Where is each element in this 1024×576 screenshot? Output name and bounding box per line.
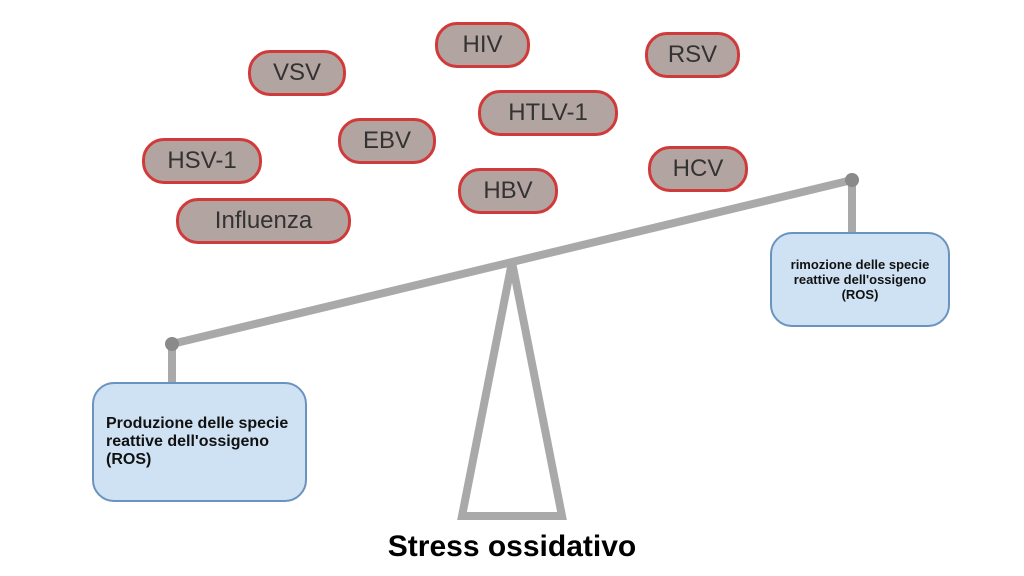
virus-hcv-label: HCV xyxy=(673,155,724,183)
virus-hiv-label: HIV xyxy=(462,31,502,59)
diagram-stage: HIV RSV VSV HTLV-1 EBV HSV-1 HCV HBV Influenza P… xyxy=(0,0,1024,576)
diagram-title: Stress ossidativo xyxy=(0,530,1024,564)
virus-vsv-label: VSV xyxy=(273,59,321,87)
virus-hsv1: HSV-1 xyxy=(142,138,262,184)
virus-hbv: HBV xyxy=(458,168,558,214)
right-balance-label-text: rimozione delle specie reattive dell'oss… xyxy=(784,257,936,302)
virus-hcv: HCV xyxy=(648,146,748,192)
right-balance-label: rimozione delle specie reattive dell'oss… xyxy=(770,232,950,327)
virus-rsv-label: RSV xyxy=(668,41,717,69)
virus-ebv-label: EBV xyxy=(363,127,411,155)
virus-ebv: EBV xyxy=(338,118,436,164)
virus-vsv: VSV xyxy=(248,50,346,96)
virus-influenza: Influenza xyxy=(176,198,351,244)
virus-hiv: HIV xyxy=(435,22,530,68)
virus-htlv1-label: HTLV-1 xyxy=(508,99,588,127)
left-balance-label-text: Produzione delle specie reattive dell'os… xyxy=(106,415,293,469)
virus-rsv: RSV xyxy=(645,32,740,78)
virus-htlv1: HTLV-1 xyxy=(478,90,618,136)
virus-influenza-label: Influenza xyxy=(215,207,312,235)
virus-hbv-label: HBV xyxy=(483,177,532,205)
left-balance-label: Produzione delle specie reattive dell'os… xyxy=(92,382,307,502)
virus-hsv1-label: HSV-1 xyxy=(167,147,236,175)
